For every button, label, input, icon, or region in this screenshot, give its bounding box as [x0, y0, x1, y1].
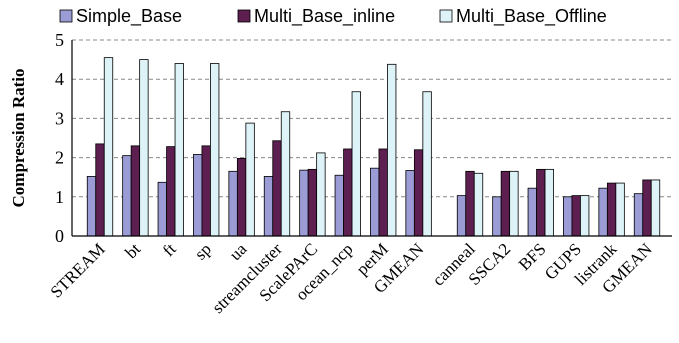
- y-axis-label: Compression Ratio: [9, 69, 28, 208]
- bar-simple-base: [456, 195, 467, 237]
- bar-multi-base-offline: [422, 91, 432, 237]
- x-tick-label: bt: [121, 239, 144, 262]
- axes: [71, 40, 672, 237]
- legend-label: Multi_Base_Offline: [456, 6, 607, 27]
- bar-simple-base: [193, 154, 203, 237]
- bar-simple-base: [122, 155, 132, 237]
- bar-multi-base-offline: [210, 63, 220, 237]
- bar-multi-base-inline: [236, 157, 247, 237]
- bar-multi-base-inline: [95, 143, 105, 237]
- bar-multi-base-inline: [606, 182, 617, 237]
- bar-simple-base: [527, 187, 537, 237]
- y-tick-label: 4: [55, 69, 64, 89]
- bar-simple-base: [299, 169, 309, 237]
- bar-simple-base: [405, 170, 415, 237]
- legend-label: Simple_Base: [76, 6, 182, 27]
- bar-multi-base-inline: [413, 149, 424, 237]
- bar-simple-base: [86, 176, 97, 237]
- y-tick-label: 3: [55, 108, 64, 128]
- bar-multi-base-offline: [509, 170, 519, 237]
- bar-multi-base-offline: [544, 168, 554, 237]
- bar-multi-base-inline: [465, 170, 475, 237]
- bar-simple-base: [563, 196, 573, 237]
- bar-multi-base-inline: [536, 168, 546, 237]
- bar-multi-base-offline: [473, 172, 484, 237]
- legend-swatch: [59, 9, 73, 23]
- y-tick-label: 1: [55, 187, 64, 207]
- bar-multi-base-inline: [272, 140, 282, 237]
- bar-multi-base-offline: [139, 59, 149, 237]
- x-tick-label: STREAM: [47, 239, 109, 301]
- bar-multi-base-inline: [166, 146, 176, 237]
- x-tick-labels: STREAM bt ft sp uastreamclusterScalePArCocea…: [47, 239, 656, 317]
- bar-multi-base-inline: [500, 170, 511, 237]
- bar-multi-base-inline: [130, 145, 141, 237]
- bar-simple-base: [334, 174, 344, 237]
- bar-multi-base-offline: [245, 122, 255, 237]
- bar-multi-base-inline: [201, 145, 211, 237]
- bar-multi-base-offline: [174, 63, 184, 237]
- x-tick-label: ua: [226, 239, 251, 264]
- bar-simple-base: [633, 193, 644, 237]
- bar-multi-base-offline: [615, 182, 625, 237]
- legend-swatch: [237, 9, 251, 23]
- bar-multi-base-inline: [307, 168, 318, 237]
- bar-multi-base-inline: [571, 195, 581, 237]
- bar-multi-base-offline: [316, 152, 326, 237]
- bar-multi-base-offline: [103, 57, 114, 237]
- bar-simple-base: [598, 187, 608, 237]
- bar-simple-base: [157, 181, 167, 237]
- bars: [86, 57, 661, 237]
- x-tick-label: sp: [191, 239, 215, 263]
- bar-multi-base-inline: [378, 148, 388, 237]
- legend-swatch: [439, 9, 453, 23]
- bar-multi-base-offline: [387, 63, 397, 237]
- bar-multi-base-offline: [580, 195, 590, 237]
- y-tick-label: 0: [55, 226, 64, 246]
- bar-multi-base-inline: [642, 179, 652, 237]
- bar-simple-base: [370, 167, 380, 237]
- y-tick-label: 5: [55, 30, 64, 50]
- bar-multi-base-offline: [351, 91, 361, 237]
- bar-multi-base-offline: [650, 179, 661, 237]
- y-tick-labels: 0 1 2 3 4 5: [55, 30, 64, 246]
- legend-label: Multi_Base_inline: [254, 6, 395, 27]
- bar-multi-base-offline: [280, 111, 291, 237]
- bar-multi-base-inline: [343, 148, 353, 237]
- x-tick-label: ft: [159, 239, 180, 260]
- y-tick-label: 2: [55, 148, 64, 168]
- bar-simple-base: [263, 176, 274, 237]
- bar-simple-base: [492, 196, 502, 237]
- bar-simple-base: [228, 170, 238, 237]
- legend: Simple_Base Multi_Base_inline Multi_Base_O…: [59, 6, 607, 27]
